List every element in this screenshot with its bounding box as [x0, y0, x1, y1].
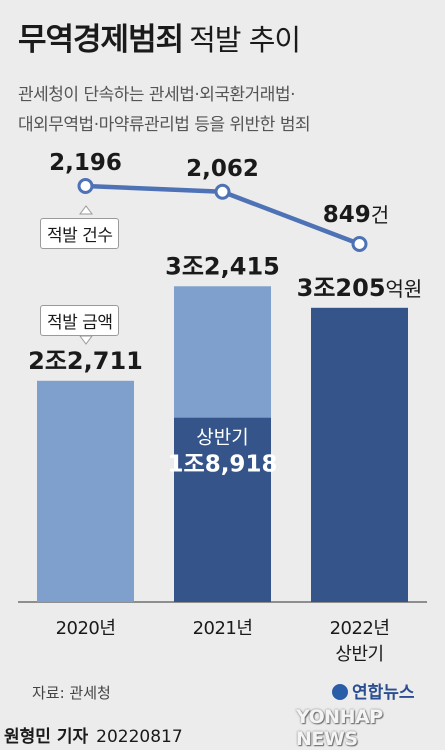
amount-data-label-1: 3조2,415: [165, 252, 280, 280]
count-point-0: [77, 178, 94, 194]
description-line-2: 대외무역법·마약류관리법 등을 위반한 범죄: [18, 115, 311, 135]
first-half-value-label: 1조8,918: [168, 452, 278, 478]
description-line-1: 관세청이 단속하는 관세법·외국환거래법·: [18, 85, 296, 105]
yonhap-logo: 연합뉴스: [332, 678, 415, 703]
count-point-2: [351, 236, 368, 252]
reporter-name: 원형민 기자: [4, 727, 89, 747]
bar-amount-0: [37, 380, 134, 602]
count-legend-box: 적발 건수: [40, 218, 120, 249]
first-half-label: 상반기: [196, 427, 248, 449]
x-tick-label-line: 2020년: [55, 618, 116, 639]
x-tick-label-line: 2021년: [192, 618, 253, 639]
byline-date: 20220817: [96, 727, 183, 747]
yonhap-logo-icon: [332, 684, 348, 700]
byline: 원형민 기자 20220817: [4, 722, 183, 747]
count-data-label-0: 2,196: [49, 150, 122, 176]
title-subtitle: 적발 추이: [189, 23, 301, 57]
count-data-label-1: 2,062: [186, 156, 259, 182]
bar-2021-first-half: [174, 417, 271, 602]
count-point-1: [214, 183, 231, 200]
x-tick-label-2021: 2021년: [158, 614, 288, 640]
x-tick-label-2020: 2020년: [21, 614, 151, 640]
x-tick-label-line: 2022년: [329, 618, 390, 639]
count-data-label-2: 849건: [323, 202, 389, 228]
yonhap-logo-text: 연합뉴스: [352, 683, 415, 703]
page-title: 무역경제범죄 적발 추이: [18, 14, 301, 59]
yonhap-logo-english: YONHAP NEWS: [296, 706, 383, 750]
x-tick-label-line: 상반기: [335, 644, 384, 665]
source-note: 자료: 관세청: [32, 684, 111, 702]
amount-data-label-2: 3조205억원: [297, 274, 423, 302]
amount-legend-pointer: [79, 335, 93, 345]
bar-amount-2: [311, 307, 408, 602]
amount-data-label-0: 2조2,711: [28, 347, 143, 375]
amount-legend-box: 적발 금액: [40, 305, 120, 336]
count-legend-pointer: [79, 205, 93, 215]
title-main-text: 무역경제범죄: [18, 22, 184, 58]
